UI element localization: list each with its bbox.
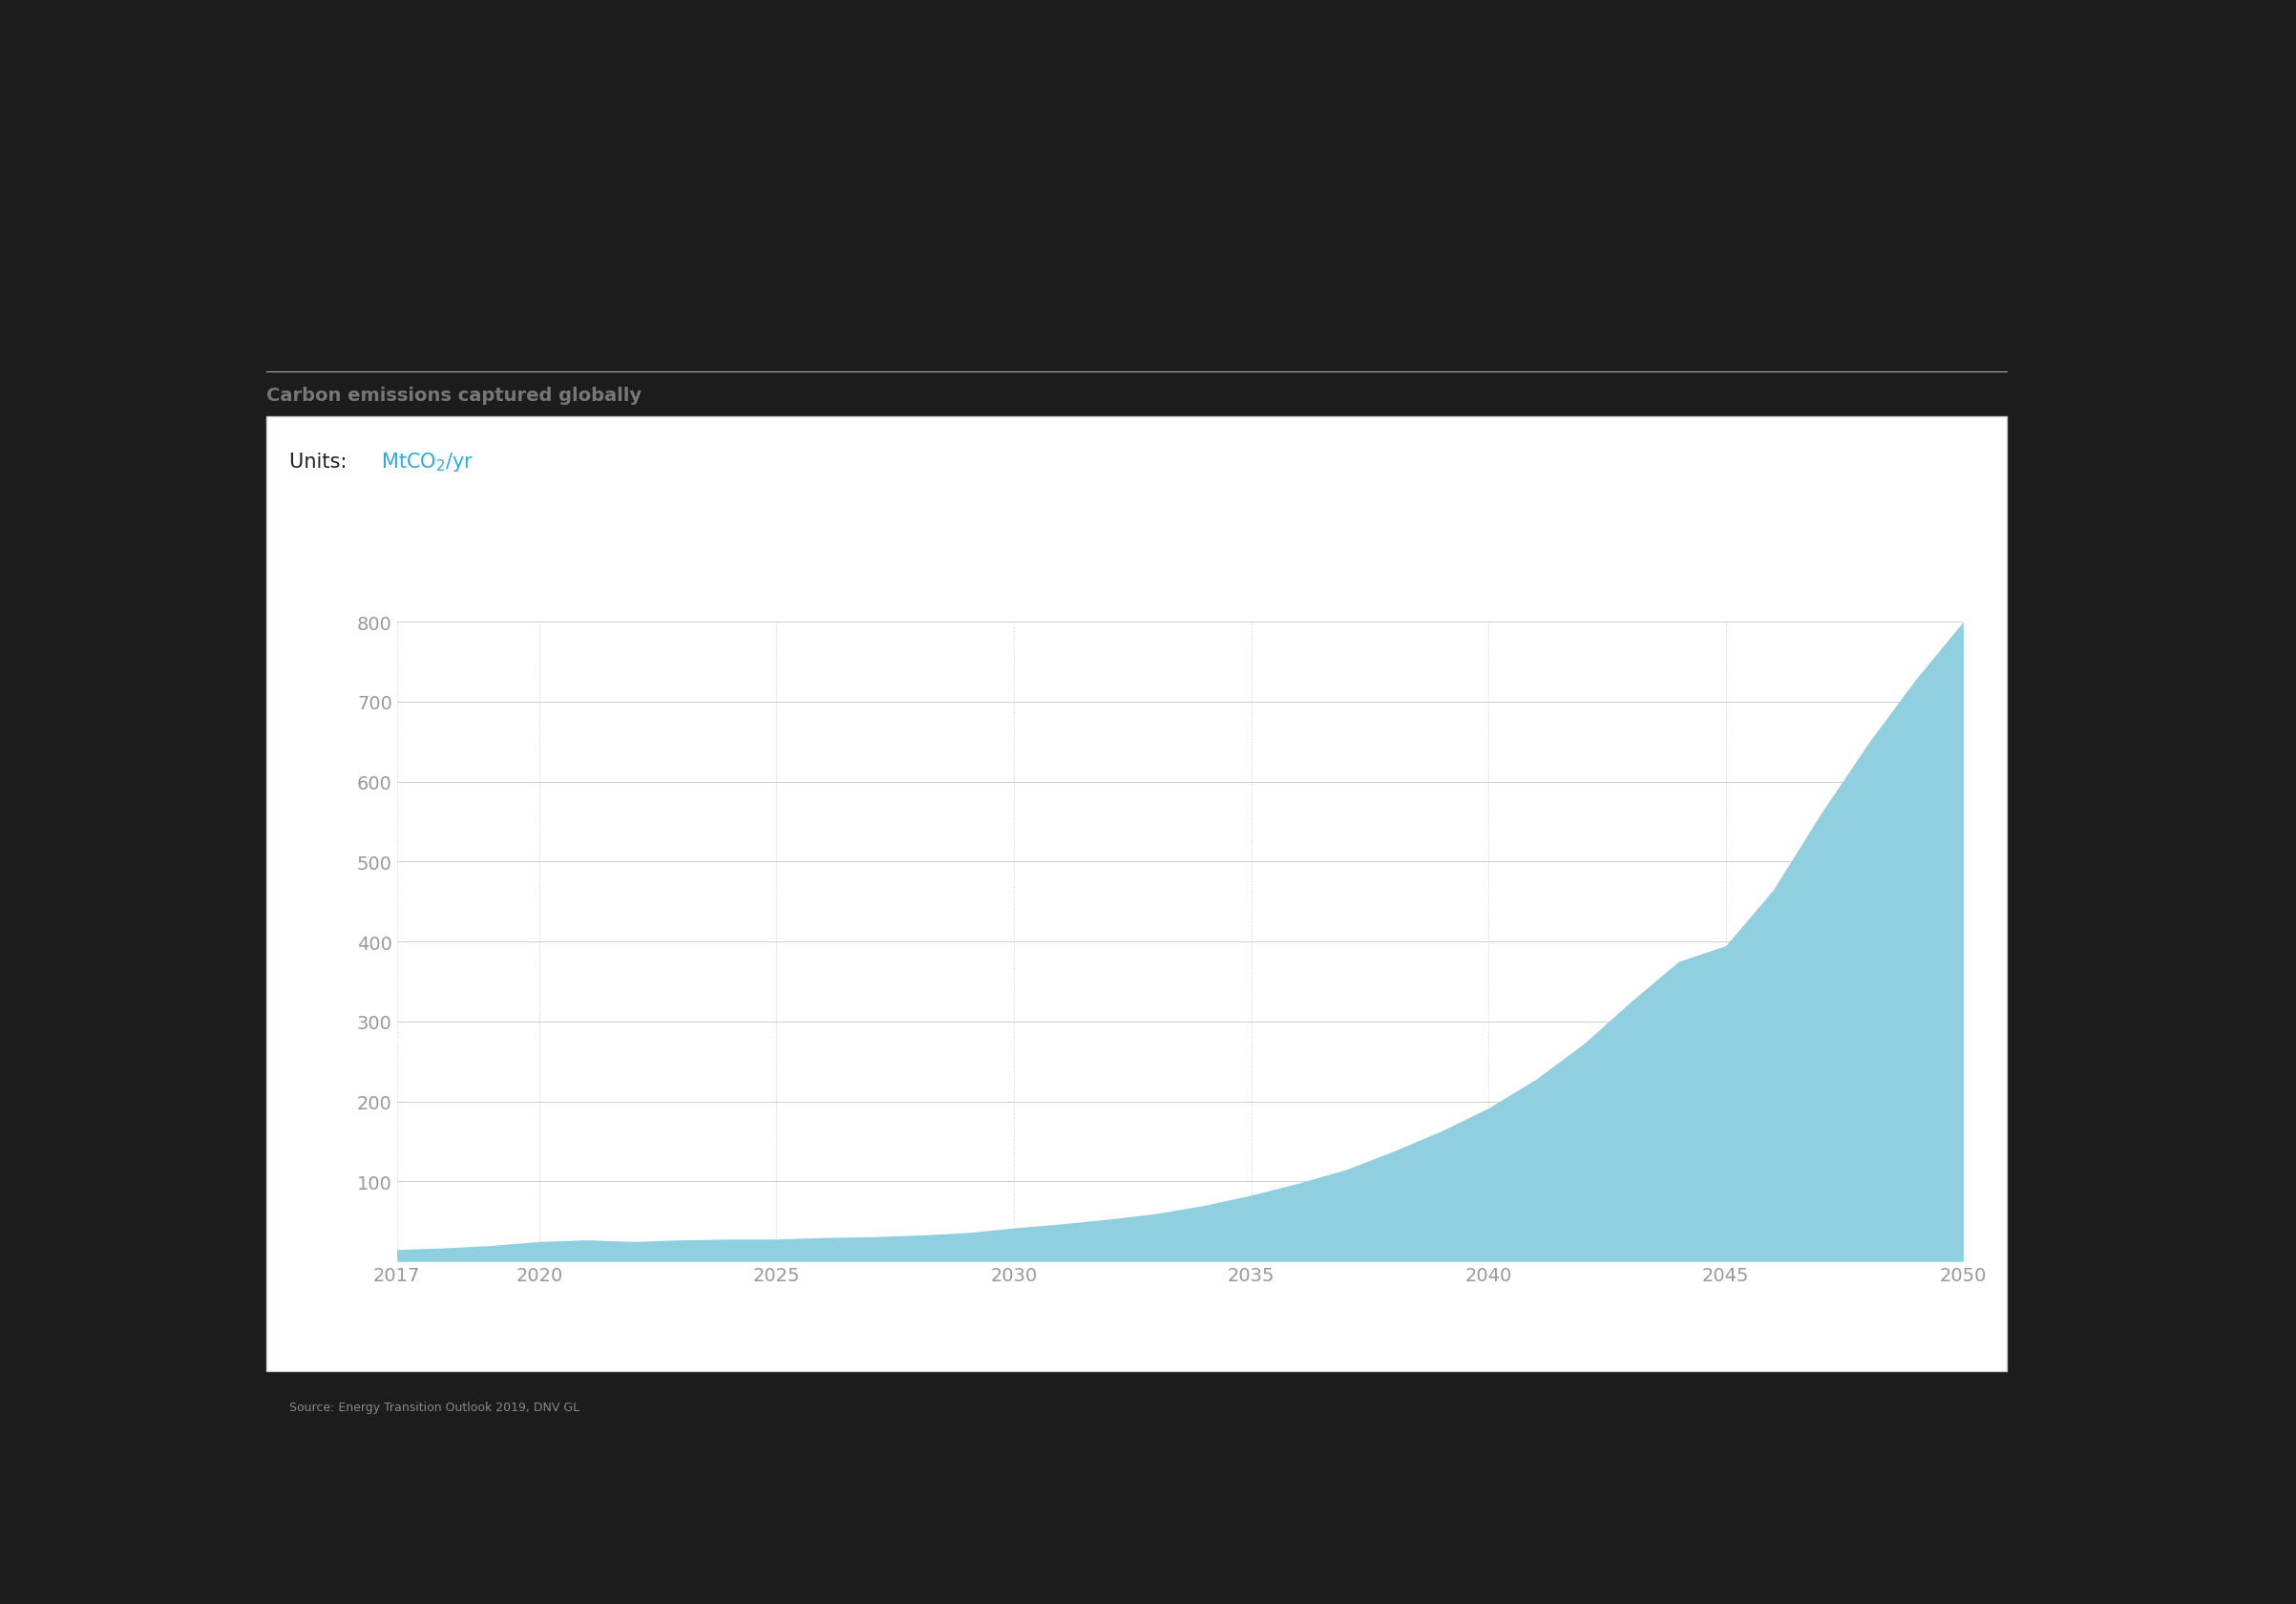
Text: MtCO$_2$/yr: MtCO$_2$/yr <box>381 451 473 473</box>
Text: Source: Energy Transition Outlook 2019, DNV GL: Source: Energy Transition Outlook 2019, … <box>289 1400 579 1413</box>
Text: Units:: Units: <box>289 452 354 472</box>
Text: Carbon emissions captured globally: Carbon emissions captured globally <box>266 387 641 404</box>
